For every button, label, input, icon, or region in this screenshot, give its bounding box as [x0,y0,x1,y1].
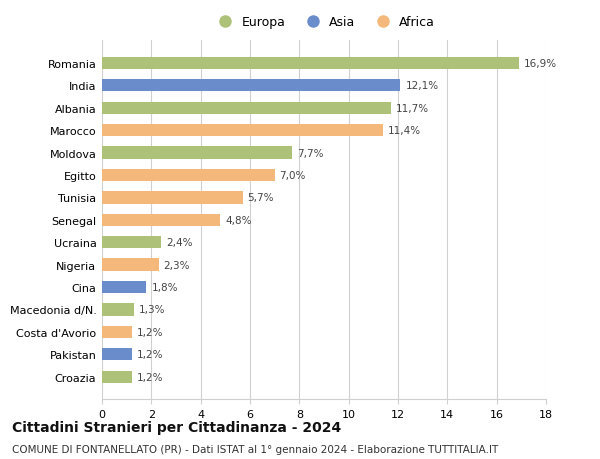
Bar [102,169,275,182]
Bar [102,125,383,137]
Text: 7,7%: 7,7% [297,148,323,158]
Bar [102,281,146,294]
Text: 2,4%: 2,4% [166,238,193,248]
Bar [102,371,131,383]
Text: 1,2%: 1,2% [137,372,163,382]
Text: 11,4%: 11,4% [388,126,421,136]
Text: 1,2%: 1,2% [137,327,163,337]
Bar [102,192,242,204]
Bar [102,80,400,92]
Bar [102,57,519,70]
Text: COMUNE DI FONTANELLATO (PR) - Dati ISTAT al 1° gennaio 2024 - Elaborazione TUTTI: COMUNE DI FONTANELLATO (PR) - Dati ISTAT… [12,444,498,454]
Text: 2,3%: 2,3% [164,260,190,270]
Text: 7,0%: 7,0% [280,171,306,180]
Bar [102,304,134,316]
Bar [102,147,292,159]
Bar [102,236,161,249]
Legend: Europa, Asia, Africa: Europa, Asia, Africa [211,13,437,32]
Text: 1,8%: 1,8% [151,282,178,292]
Text: Cittadini Stranieri per Cittadinanza - 2024: Cittadini Stranieri per Cittadinanza - 2… [12,420,341,434]
Text: 11,7%: 11,7% [395,103,428,113]
Bar [102,326,131,338]
Bar [102,102,391,115]
Bar [102,259,159,271]
Text: 1,3%: 1,3% [139,305,166,315]
Bar [102,348,131,361]
Text: 5,7%: 5,7% [248,193,274,203]
Text: 12,1%: 12,1% [406,81,439,91]
Text: 16,9%: 16,9% [524,59,557,69]
Text: 4,8%: 4,8% [226,215,252,225]
Bar [102,214,220,226]
Text: 1,2%: 1,2% [137,350,163,359]
